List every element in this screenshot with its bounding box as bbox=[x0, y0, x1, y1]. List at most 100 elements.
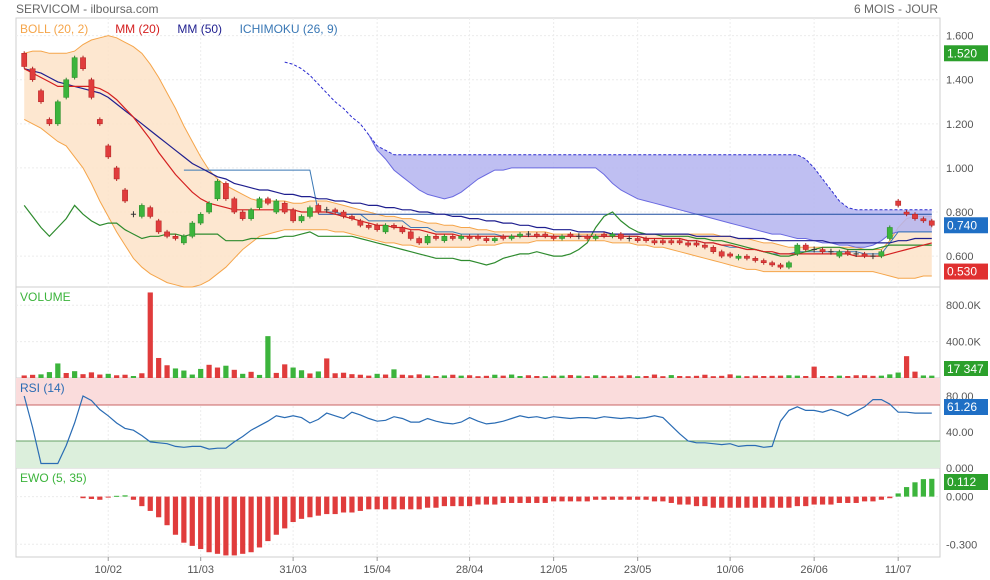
ewo-bar bbox=[509, 496, 515, 503]
volume-bar bbox=[769, 375, 775, 378]
candle bbox=[601, 233, 607, 237]
ewo-bar bbox=[475, 496, 481, 505]
candle bbox=[265, 198, 271, 204]
ewo-bar bbox=[668, 496, 674, 503]
rsi-overbought-zone bbox=[16, 378, 940, 405]
x-tick-label: 15/04 bbox=[363, 564, 391, 576]
ewo-bar bbox=[576, 496, 582, 502]
candle bbox=[609, 233, 616, 237]
volume-bar bbox=[46, 372, 53, 378]
candle bbox=[391, 225, 397, 228]
ewo-bar bbox=[559, 496, 565, 502]
volume-bar bbox=[97, 374, 103, 378]
candle bbox=[559, 236, 565, 239]
candle bbox=[256, 198, 263, 208]
candle bbox=[424, 236, 431, 244]
ewo-bar bbox=[693, 496, 700, 507]
ewo-bar bbox=[97, 496, 103, 500]
volume-bar bbox=[332, 373, 338, 378]
candle bbox=[802, 244, 809, 250]
volume-bar bbox=[382, 374, 389, 378]
candle bbox=[206, 202, 212, 213]
ichimoku-cloud bbox=[368, 134, 932, 248]
ewo-bar bbox=[298, 496, 305, 519]
candle bbox=[567, 233, 574, 237]
candle bbox=[634, 238, 641, 241]
volume-bar bbox=[635, 376, 641, 378]
volume-bar bbox=[240, 373, 246, 378]
ewo-bar bbox=[181, 496, 187, 543]
volume-bar bbox=[273, 372, 279, 378]
price-y-tick-label: 1.600 bbox=[946, 31, 974, 43]
candle bbox=[718, 251, 725, 257]
volume-bar bbox=[366, 375, 372, 378]
volume-bar bbox=[777, 375, 784, 378]
volume-bar bbox=[878, 375, 884, 378]
ewo-bar bbox=[88, 496, 95, 499]
ewo-bar bbox=[441, 496, 447, 507]
ewo-bar bbox=[786, 496, 792, 508]
volume-bar bbox=[391, 369, 397, 378]
volume-bar bbox=[466, 375, 473, 378]
candle bbox=[231, 198, 238, 213]
ewo-bar bbox=[248, 496, 254, 553]
candle bbox=[349, 216, 355, 219]
x-tick-label: 12/05 bbox=[540, 564, 568, 576]
candle bbox=[836, 251, 843, 257]
volume-bar bbox=[744, 376, 750, 378]
ewo-bar bbox=[744, 496, 750, 508]
candle bbox=[752, 258, 759, 261]
ewo-bar bbox=[256, 496, 263, 548]
rsi-y-tick-label: 0.000 bbox=[946, 463, 974, 475]
ewo-bar bbox=[500, 496, 506, 503]
candle bbox=[861, 253, 868, 257]
candle bbox=[886, 227, 893, 239]
candle bbox=[441, 236, 448, 241]
price-badge-value: 1.520 bbox=[947, 46, 977, 60]
rsi-line bbox=[23, 395, 932, 465]
ewo-panel-frame bbox=[15, 467, 941, 558]
ewo-bar bbox=[147, 496, 153, 511]
volume-bar bbox=[483, 375, 490, 378]
candle bbox=[777, 264, 784, 268]
volume-title: VOLUME bbox=[20, 290, 71, 304]
volume-bar bbox=[88, 372, 95, 378]
ewo-bar bbox=[349, 496, 355, 513]
ewo-bar bbox=[466, 496, 473, 507]
volume-panel-frame bbox=[15, 286, 941, 379]
volume-y-tick-label: 800.0K bbox=[946, 300, 982, 312]
candle bbox=[189, 222, 196, 237]
volume-bar bbox=[441, 375, 447, 378]
volume-bar bbox=[836, 375, 842, 378]
volume-bar bbox=[315, 371, 321, 378]
volume-bar bbox=[290, 367, 296, 378]
volume-bar bbox=[298, 370, 305, 378]
candle bbox=[483, 238, 490, 241]
ewo-bar bbox=[332, 496, 338, 515]
candle bbox=[660, 240, 666, 244]
candle bbox=[449, 236, 456, 239]
candle bbox=[584, 236, 591, 239]
x-tick-label: 23/05 bbox=[624, 564, 652, 576]
volume-bar bbox=[601, 375, 607, 378]
volume-bar bbox=[719, 375, 725, 378]
candle bbox=[786, 262, 792, 268]
price-y-tick-label: 1.200 bbox=[946, 119, 974, 131]
ewo-bar bbox=[929, 478, 935, 497]
volume-bar bbox=[416, 374, 422, 378]
ewo-bar bbox=[374, 496, 380, 510]
candle bbox=[113, 167, 120, 180]
volume-bar bbox=[660, 376, 666, 378]
bollinger-band-area bbox=[24, 35, 932, 287]
volume-bar bbox=[677, 375, 683, 378]
volume-bar bbox=[475, 376, 481, 378]
volume-bar bbox=[895, 372, 901, 378]
chart-period[interactable]: 6 MOIS - JOUR bbox=[853, 2, 938, 16]
ewo-bar bbox=[567, 496, 574, 502]
ewo-bar bbox=[433, 496, 439, 508]
volume-bar bbox=[903, 356, 910, 378]
ewo-bar bbox=[156, 496, 162, 518]
price-badge-bg bbox=[944, 263, 988, 280]
candle bbox=[550, 236, 557, 239]
